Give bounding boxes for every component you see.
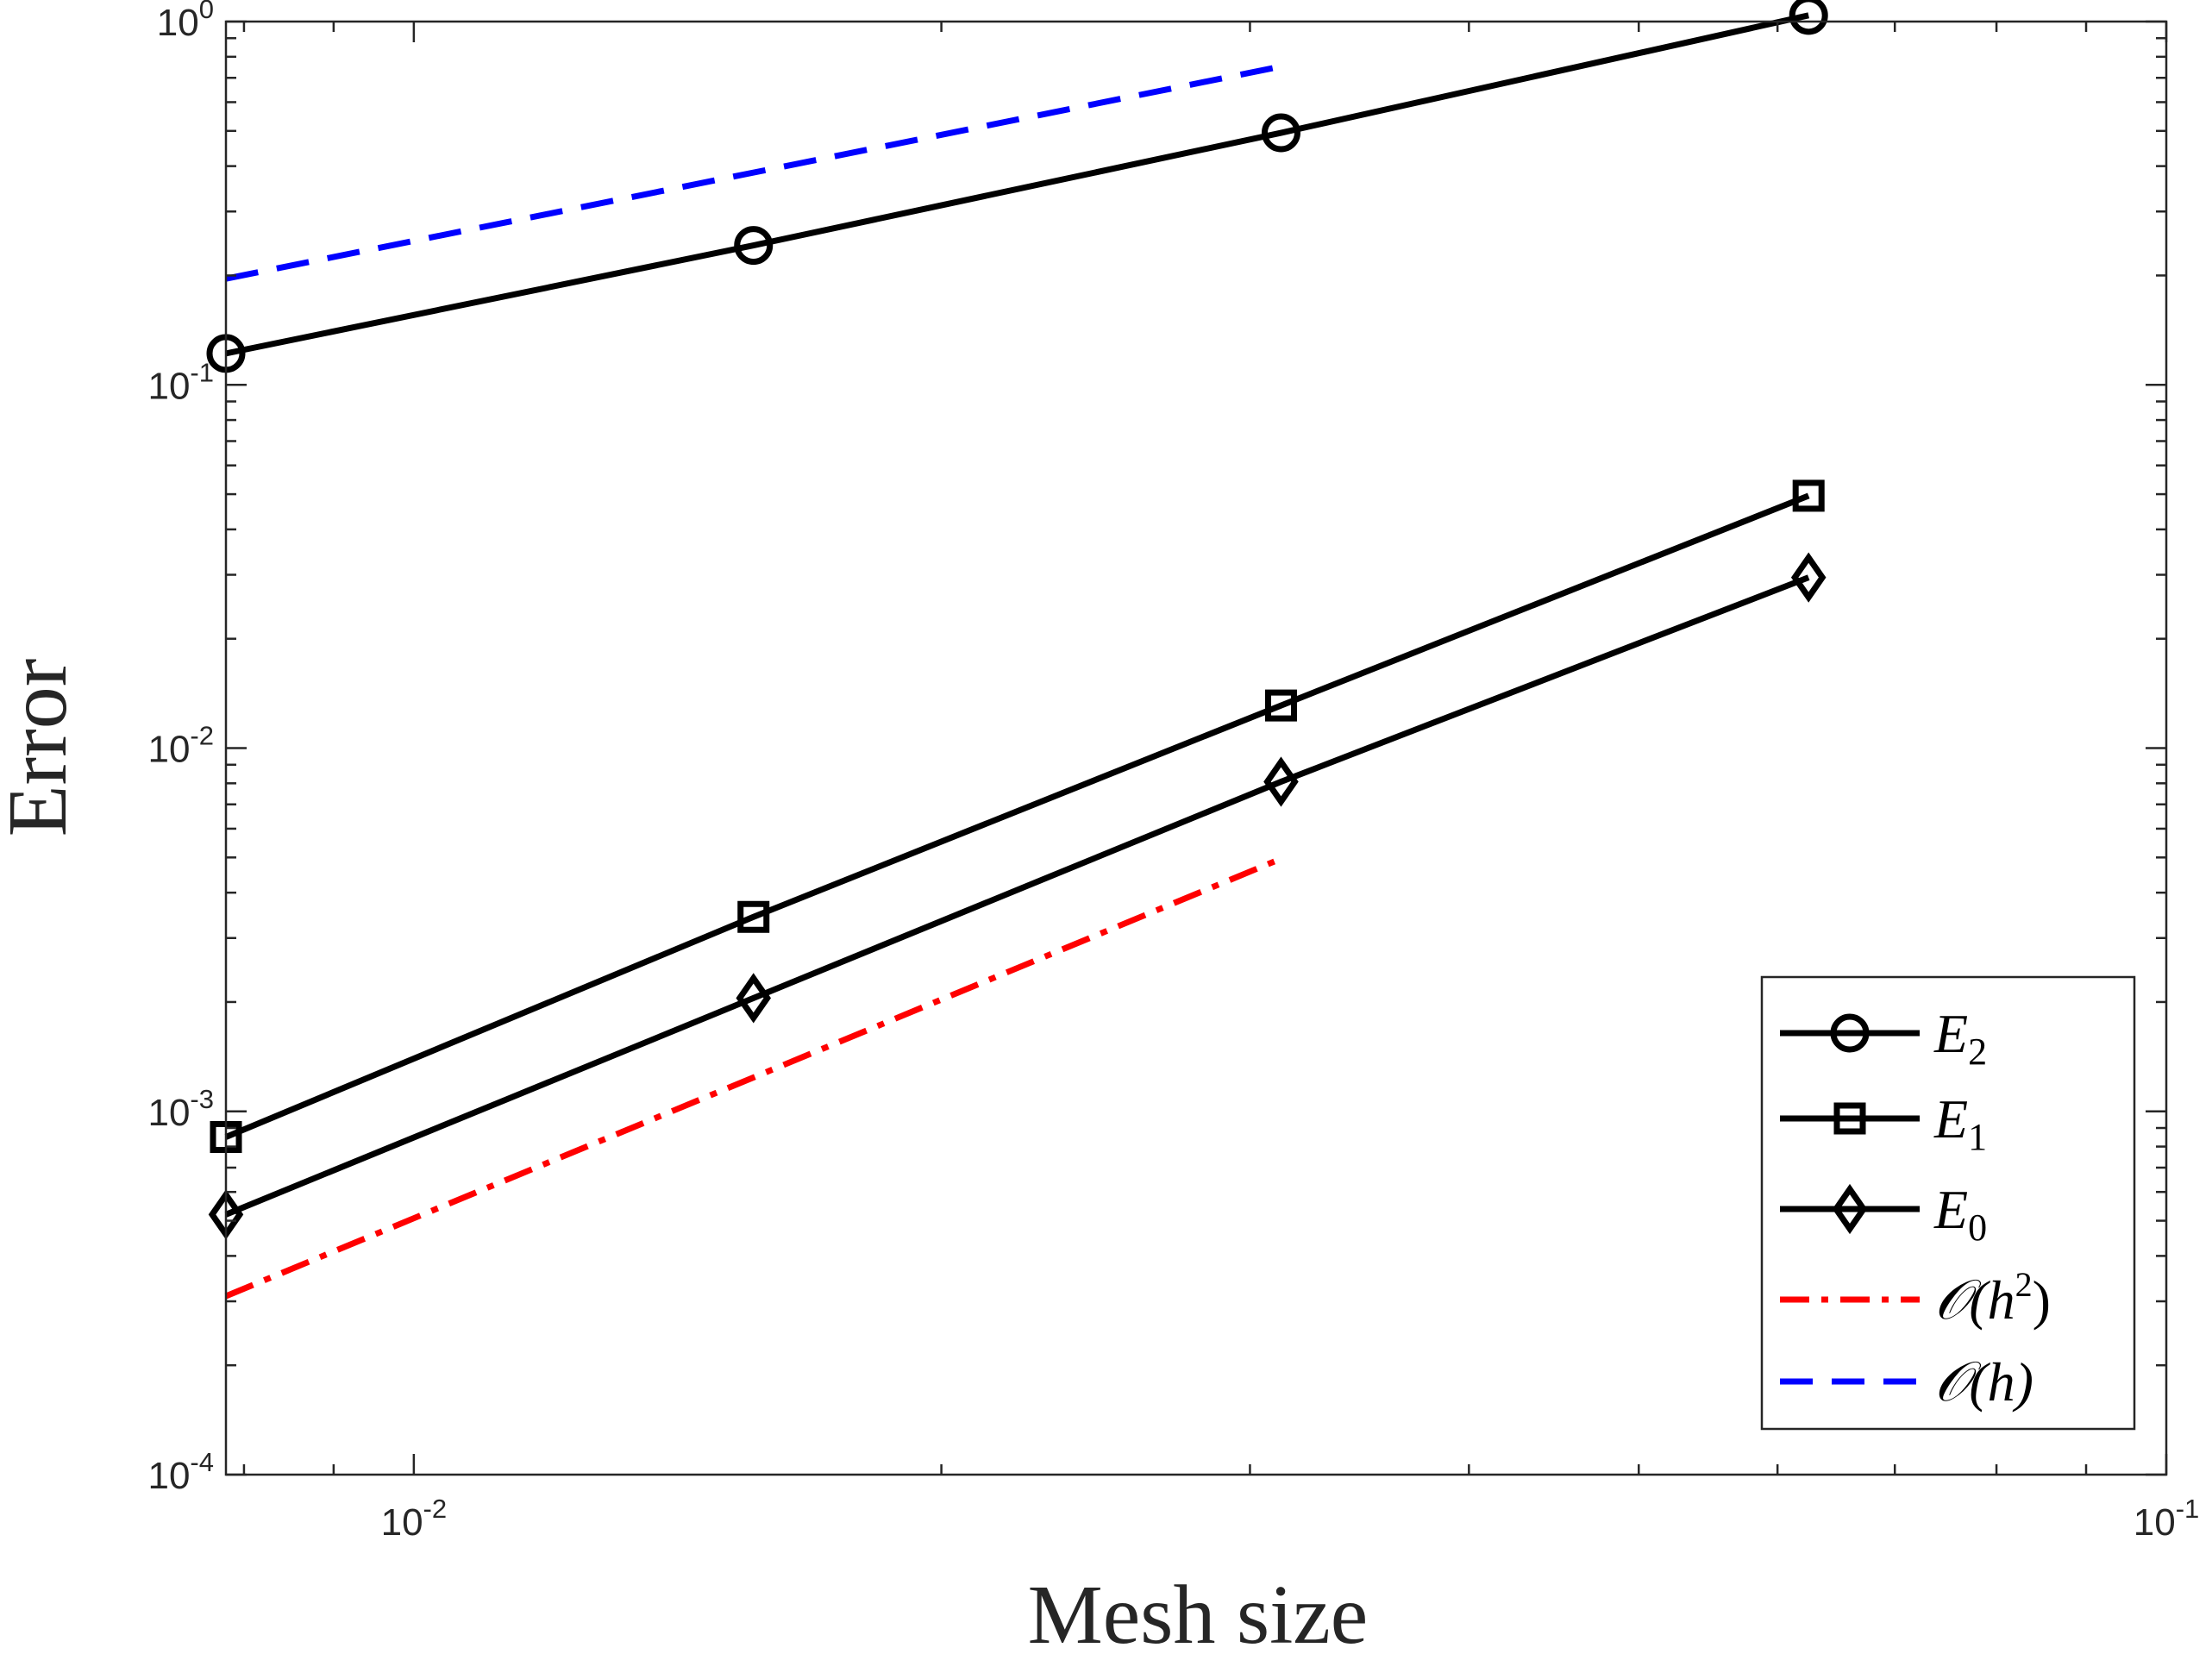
data-point bbox=[734, 226, 774, 266]
y-tick-label: 10-2 bbox=[147, 721, 214, 771]
series-layer bbox=[206, 0, 1828, 1300]
legend-label: 𝒪(h) bbox=[1934, 1351, 2033, 1413]
series-line bbox=[225, 63, 1282, 282]
y-tick-label: 10-3 bbox=[147, 1084, 214, 1134]
legend-entry: E0 bbox=[1780, 1179, 1987, 1249]
data-point bbox=[1789, 0, 1828, 35]
data-point bbox=[737, 900, 770, 933]
data-point bbox=[1790, 552, 1827, 603]
series-o-h- bbox=[225, 63, 1282, 282]
series-line bbox=[225, 12, 1809, 357]
legend-label: 𝒪(h2) bbox=[1934, 1265, 2051, 1331]
legend-entry: 𝒪(h) bbox=[1780, 1351, 2033, 1413]
data-point bbox=[1263, 756, 1299, 807]
axes: 10-2 10-1 10-4 10-3 10-2 10-1 100 bbox=[147, 0, 2199, 1544]
x-tick-label: 10-1 bbox=[2134, 1494, 2200, 1544]
series-e0 bbox=[208, 552, 1827, 1240]
series-line bbox=[224, 492, 1810, 1140]
data-point bbox=[736, 973, 771, 1024]
y-axis-title: Error bbox=[0, 659, 85, 837]
legend-label: E2 bbox=[1933, 1003, 1987, 1073]
series-e2 bbox=[206, 0, 1828, 373]
x-axis-title: Mesh size bbox=[1028, 1569, 1369, 1654]
legend-marker bbox=[1833, 1102, 1866, 1135]
legend-label: E1 bbox=[1933, 1088, 1987, 1158]
series-line bbox=[224, 855, 1282, 1300]
legend-marker bbox=[1832, 1183, 1868, 1235]
data-point bbox=[1792, 479, 1825, 512]
legend: E2 E1 E0 𝒪(h2) 𝒪(h) bbox=[1760, 975, 2136, 1431]
series-line bbox=[224, 574, 1810, 1218]
legend-label: E0 bbox=[1933, 1179, 1987, 1249]
y-tick-label: 10-1 bbox=[147, 357, 214, 407]
data-point bbox=[1261, 113, 1300, 153]
y-tick-label: 100 bbox=[157, 0, 214, 44]
legend-box bbox=[1760, 975, 2136, 1431]
data-point bbox=[1264, 689, 1297, 722]
x-tick-label: 10-2 bbox=[381, 1494, 448, 1544]
legend-entry: E1 bbox=[1780, 1088, 1987, 1158]
legend-marker bbox=[1830, 1013, 1870, 1053]
legend-entry: 𝒪(h2) bbox=[1780, 1265, 2051, 1331]
y-tick-label: 10-4 bbox=[147, 1447, 214, 1497]
series-o-h-2- bbox=[224, 855, 1282, 1300]
legend-entry: E2 bbox=[1780, 1003, 1987, 1073]
